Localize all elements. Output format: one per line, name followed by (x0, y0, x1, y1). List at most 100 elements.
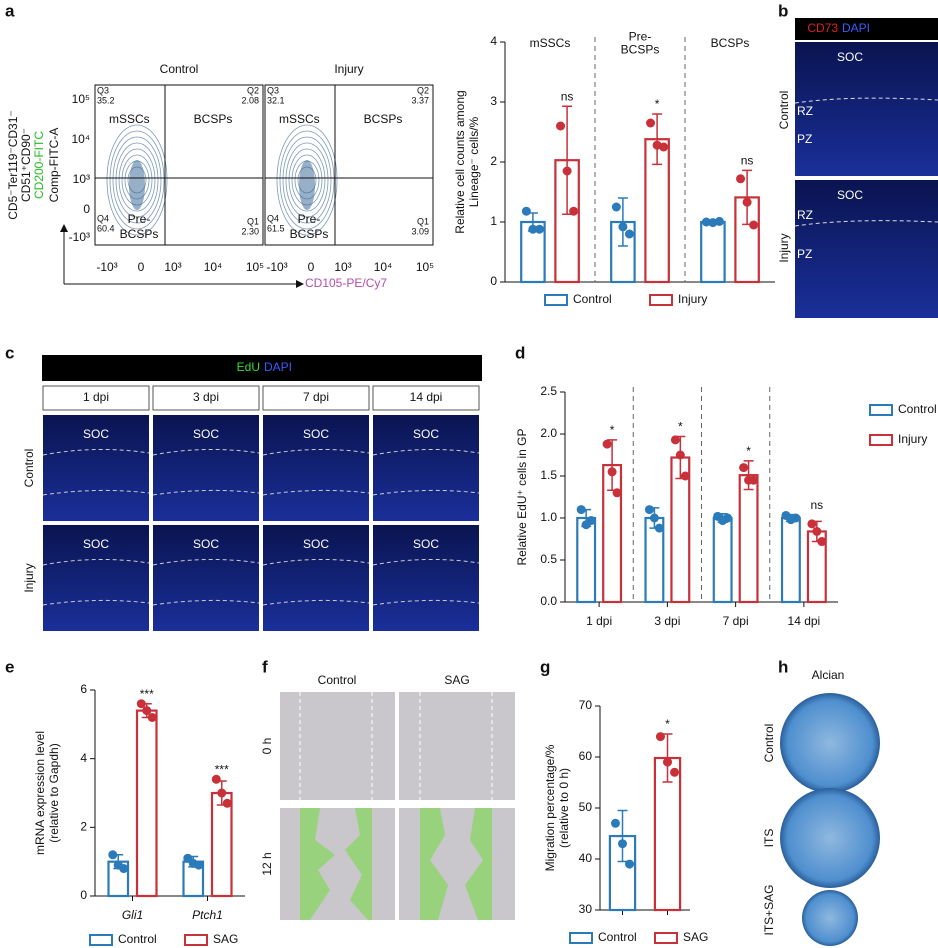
micrograph (43, 525, 149, 631)
x-tick-label: 14 dpi (788, 614, 821, 628)
population: mSSCs (279, 112, 320, 126)
y-axis-label: Relative EdU⁺ cells in GP (515, 428, 529, 565)
flow-xtick: 10⁴ (204, 260, 223, 274)
annotation: * (746, 444, 751, 458)
quadrant-pct: 35.2 (97, 95, 115, 105)
quadrant-id: Q4 (97, 213, 109, 223)
col-label: Control (318, 673, 357, 687)
flow-xtick: 10⁴ (374, 260, 393, 274)
quadrant-id: Q4 (267, 213, 279, 223)
x-tick-label: 3 dpi (654, 614, 680, 628)
annotation: ns (741, 154, 754, 168)
data-point (817, 537, 827, 547)
data-point (742, 197, 752, 207)
micrograph (373, 415, 479, 521)
data-point (624, 229, 634, 239)
quadrant-id: Q2 (247, 85, 259, 95)
header-bar (42, 355, 482, 381)
boundary (794, 97, 938, 104)
annotation: *** (140, 687, 154, 701)
y-tick-label: 50 (579, 800, 593, 814)
micrograph (795, 180, 938, 318)
data-point (739, 463, 749, 473)
legend-swatch (184, 934, 208, 946)
data-point (670, 767, 680, 777)
quadrant-pct: 3.37 (411, 95, 429, 105)
region-label: PZ (797, 132, 812, 146)
region-label: SOC (837, 50, 863, 64)
panel-label: h (778, 657, 788, 676)
micrograph (263, 525, 369, 631)
region-label: SOC (303, 537, 329, 551)
bar (210, 791, 233, 898)
flow-xtick: -10³ (266, 260, 287, 274)
time-label: 1 dpi (83, 390, 109, 404)
quadrant-id: Q3 (97, 85, 109, 95)
data-point (562, 166, 572, 176)
legend-label: SAG (683, 930, 708, 944)
flow-xtick: -10³ (96, 260, 117, 274)
contour (109, 130, 165, 230)
panel-h: Alcian Control ITS ITS+SAG (762, 668, 880, 946)
flow-ylabel: CD200-FITC (32, 131, 46, 199)
y-axis-label: (relative to 0 h) (557, 768, 571, 848)
plot-title: Control (160, 62, 199, 76)
y-tick-label: 2.5 (540, 384, 557, 398)
quadrant-id: Q3 (267, 85, 279, 95)
population: BCSPs (364, 112, 403, 126)
y-axis-label: Relative cell counts among (453, 90, 467, 233)
annotation: * (610, 423, 615, 437)
dish (780, 693, 880, 793)
data-point (714, 216, 724, 226)
data-point (612, 488, 622, 498)
y-label-group: Migration percentage/% (relative to 0 h) (543, 744, 571, 871)
micrograph (280, 808, 395, 920)
data-point (644, 505, 654, 515)
data-point (611, 202, 621, 212)
region-label: SOC (303, 427, 329, 441)
row-label: Control (777, 91, 791, 130)
legend-label: Injury (898, 432, 927, 446)
legend-swatch (569, 932, 593, 944)
contour (118, 148, 156, 212)
dish (802, 890, 858, 946)
contour (112, 136, 162, 224)
data-point (586, 516, 596, 526)
y-tick-label: 1 (490, 214, 497, 228)
panel-label: f (262, 657, 268, 676)
data-point (142, 706, 152, 716)
flow-ylabel: Comp-FITC-A (47, 128, 61, 203)
data-point (646, 118, 656, 128)
bar (653, 756, 682, 912)
row-label-group: Control (22, 449, 36, 488)
flow-ytick: 10³ (73, 172, 90, 186)
dish (780, 788, 880, 888)
row-label: Injury (22, 563, 36, 592)
flow-xtick: 0 (138, 260, 145, 274)
time-box (262, 385, 370, 411)
y-label-group: mRNA expression level (relative to Gapdh) (33, 731, 61, 855)
data-point (736, 174, 746, 184)
stain-label: DAPI (264, 360, 292, 374)
region-label: RZ (797, 208, 813, 222)
y-tick-label: 1.5 (540, 468, 557, 482)
data-point (528, 224, 538, 234)
row-label: Injury (777, 233, 791, 262)
y-tick-label: 6 (80, 682, 87, 696)
flow-xtick: 10⁵ (416, 260, 434, 274)
quadrant-id: Q1 (417, 216, 429, 226)
flow-ytick: 0 (83, 202, 90, 216)
bar (738, 474, 759, 604)
quadrant-pct: 2.30 (241, 226, 259, 236)
time-label: 7 dpi (303, 390, 329, 404)
legend-label: Control (598, 930, 637, 944)
bar (712, 516, 733, 604)
annotation: * (678, 420, 683, 434)
flow-frame (264, 84, 434, 246)
y-tick-label: 2 (80, 820, 87, 834)
migration-area (465, 808, 492, 920)
row-label: Control (22, 449, 36, 488)
flow-plots: CD5⁻Ter119⁻CD31⁻ CD51⁺CD90⁻ CD200-FITC C… (6, 92, 387, 290)
population: BCSPs (194, 112, 233, 126)
